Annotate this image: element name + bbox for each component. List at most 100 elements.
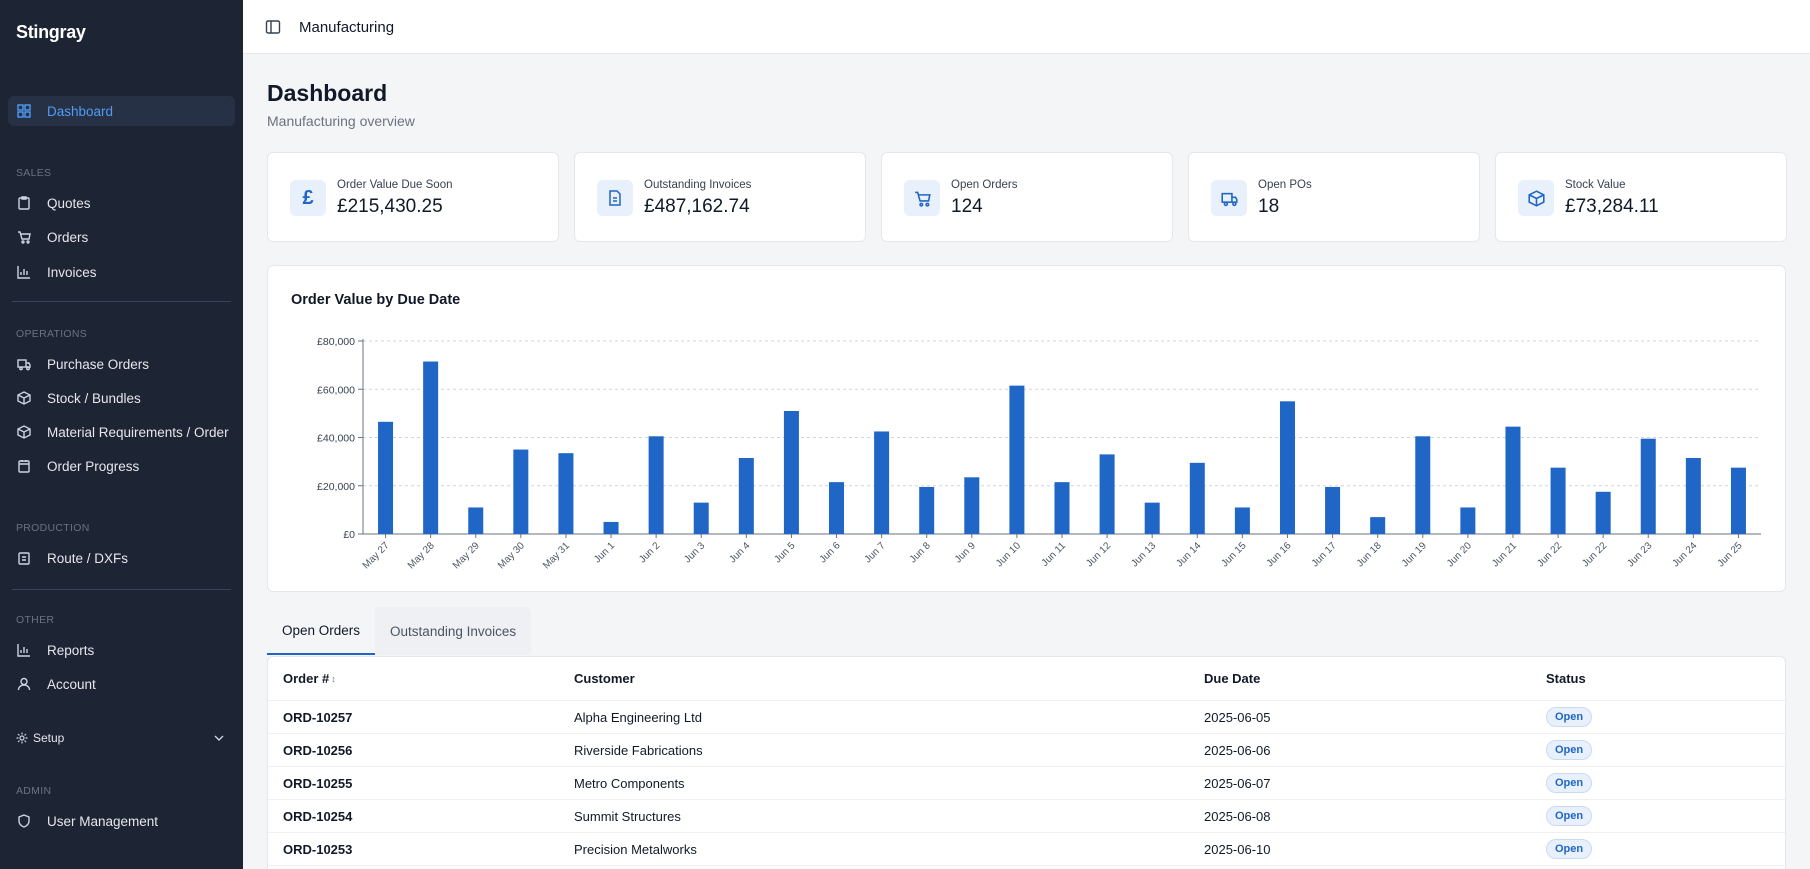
bar-chart-icon bbox=[16, 642, 32, 658]
sidebar-item-label: Invoices bbox=[47, 264, 97, 280]
bar bbox=[1550, 467, 1566, 534]
user-icon bbox=[16, 676, 32, 692]
order-value-chart: £0 £20,000 £40,000 £60,000 £80,000 May 27 May … bbox=[317, 336, 1761, 571]
sidebar-item-label: Account bbox=[47, 676, 96, 692]
sidebar-item-label: Dashboard bbox=[47, 103, 114, 119]
sidebar-item-quotes[interactable]: Quotes bbox=[8, 188, 235, 218]
x-tick-label: Jun 4 bbox=[727, 540, 752, 565]
sidebar-item-label: Order Progress bbox=[47, 458, 140, 474]
section-label-other: OTHER bbox=[16, 614, 55, 626]
x-tick-label: Jun 15 bbox=[1219, 540, 1248, 569]
customer-cell: Riverside Fabrications bbox=[574, 742, 703, 758]
bar bbox=[1730, 467, 1746, 534]
document-icon bbox=[597, 180, 633, 216]
sidebar-item-material-requirements[interactable]: Material Requirements / Order bbox=[8, 417, 235, 447]
order-number-cell: ORD-10257 bbox=[283, 709, 353, 725]
kpi-value: £215,430.25 bbox=[337, 196, 443, 217]
column-header-label: Order # bbox=[283, 671, 330, 686]
x-tick-label: Jun 2 bbox=[637, 540, 662, 565]
sidebar-item-user-management[interactable]: User Management bbox=[8, 806, 235, 836]
kpi-card-order-value-due[interactable]: £ Order Value Due Soon £215,430.25 bbox=[267, 152, 559, 242]
bar bbox=[1460, 507, 1476, 534]
sidebar-item-label: Reports bbox=[47, 642, 95, 658]
table-row[interactable]: ORD-10257 Alpha Engineering Ltd 2025-06-05… bbox=[268, 701, 1785, 734]
sidebar-item-dashboard[interactable]: Dashboard bbox=[8, 96, 235, 126]
bar bbox=[1685, 458, 1701, 534]
bar-chart-icon bbox=[16, 264, 32, 280]
column-header-order[interactable]: Order # ↕ bbox=[283, 657, 336, 700]
status-badge: Open bbox=[1546, 806, 1593, 826]
bar bbox=[829, 482, 845, 534]
section-label-admin: ADMIN bbox=[16, 785, 52, 797]
column-header-status[interactable]: Status bbox=[1546, 671, 1586, 686]
table-row[interactable]: ORD-10254 Summit Structures 2025-06-08 Open bbox=[268, 800, 1785, 833]
y-tick-label: £0 bbox=[343, 529, 355, 541]
sidebar-item-stock-bundles[interactable]: Stock / Bundles bbox=[8, 383, 235, 413]
kpi-card-open-pos[interactable]: Open POs 18 bbox=[1188, 152, 1480, 242]
sidebar-item-orders[interactable]: Orders bbox=[8, 222, 235, 252]
bar bbox=[874, 431, 890, 534]
table-row[interactable]: ORD-10256 Riverside Fabrications 2025-06-0… bbox=[268, 734, 1785, 767]
sidebar-item-label: Stock / Bundles bbox=[47, 390, 141, 406]
due-date-cell: 2025-06-10 bbox=[1204, 841, 1271, 857]
x-tick-label: Jun 24 bbox=[1670, 540, 1699, 569]
clipboard-icon bbox=[16, 195, 32, 211]
sidebar-item-purchase-orders[interactable]: Purchase Orders bbox=[8, 349, 235, 379]
due-date-cell: 2025-06-07 bbox=[1204, 775, 1271, 791]
bar bbox=[1144, 502, 1160, 534]
kpi-value: 124 bbox=[951, 196, 983, 217]
bar bbox=[423, 361, 439, 534]
x-tick-label: Jun 19 bbox=[1400, 540, 1429, 569]
status-badge: Open bbox=[1546, 839, 1593, 859]
sidebar-item-account[interactable]: Account bbox=[8, 669, 235, 699]
tab-outstanding-invoices[interactable]: Outstanding Invoices bbox=[390, 623, 517, 639]
table-row[interactable]: ORD-10255 Metro Components 2025-06-07 Open bbox=[268, 767, 1785, 800]
cart-icon bbox=[16, 229, 32, 245]
kpi-label: Outstanding Invoices bbox=[644, 179, 752, 191]
sidebar-item-label: Material Requirements / Order bbox=[47, 424, 229, 440]
tab-bar: Open Orders Outstanding Invoices bbox=[267, 607, 532, 655]
column-header-customer[interactable]: Customer bbox=[574, 671, 635, 686]
sidebar: Stingray Dashboard SALES Quotes Orders I… bbox=[0, 0, 243, 869]
chart-title: Order Value by Due Date bbox=[291, 292, 461, 308]
kpi-card-open-orders[interactable]: Open Orders 124 bbox=[881, 152, 1173, 242]
x-tick-label: Jun 10 bbox=[994, 540, 1023, 569]
kpi-card-stock-value[interactable]: Stock Value £73,284.11 bbox=[1495, 152, 1787, 242]
x-tick-label: May 28 bbox=[406, 540, 437, 571]
column-header-due-date[interactable]: Due Date bbox=[1204, 671, 1261, 686]
sidebar-item-invoices[interactable]: Invoices bbox=[8, 257, 235, 287]
order-number-cell: ORD-10254 bbox=[283, 808, 353, 824]
customer-cell: Alpha Engineering Ltd bbox=[574, 709, 702, 725]
x-tick-label: Jun 14 bbox=[1174, 540, 1203, 569]
bar bbox=[1325, 486, 1341, 534]
tab-open-orders[interactable]: Open Orders bbox=[267, 607, 376, 655]
x-tick-label: Jun 12 bbox=[1084, 540, 1113, 569]
bar bbox=[513, 449, 529, 534]
sidebar-item-order-progress[interactable]: Order Progress bbox=[8, 451, 235, 481]
bar bbox=[1415, 436, 1431, 534]
pound-icon: £ bbox=[290, 180, 326, 216]
gear-icon bbox=[16, 732, 28, 744]
bar bbox=[1009, 385, 1025, 534]
sidebar-setup-toggle[interactable]: Setup bbox=[8, 725, 235, 751]
kpi-value: £73,284.11 bbox=[1565, 196, 1659, 217]
kpi-card-outstanding-invoices[interactable]: Outstanding Invoices £487,162.74 bbox=[574, 152, 866, 242]
sidebar-item-reports[interactable]: Reports bbox=[8, 635, 235, 665]
bar bbox=[693, 502, 709, 534]
table-row[interactable]: ORD-10253 Precision Metalworks 2025-06-10 O… bbox=[268, 833, 1785, 866]
x-tick-label: Jun 7 bbox=[863, 540, 888, 565]
x-tick-label: Jun 8 bbox=[908, 540, 933, 565]
setup-label: Setup bbox=[33, 731, 65, 745]
sidebar-item-label: Quotes bbox=[47, 195, 91, 211]
bar bbox=[1505, 426, 1521, 534]
x-tick-label: Jun 6 bbox=[818, 540, 843, 565]
bar bbox=[1279, 401, 1295, 534]
sidebar-toggle-icon[interactable] bbox=[265, 19, 281, 35]
status-cell: Open bbox=[1546, 833, 1593, 865]
order-number-cell: ORD-10253 bbox=[283, 841, 353, 857]
x-tick-label: Jun 17 bbox=[1310, 540, 1339, 569]
bar bbox=[1099, 454, 1115, 534]
y-tick-label: £60,000 bbox=[317, 384, 355, 396]
breadcrumb: Manufacturing bbox=[299, 19, 395, 36]
sidebar-item-route-dxfs[interactable]: Route / DXFs bbox=[8, 543, 235, 573]
